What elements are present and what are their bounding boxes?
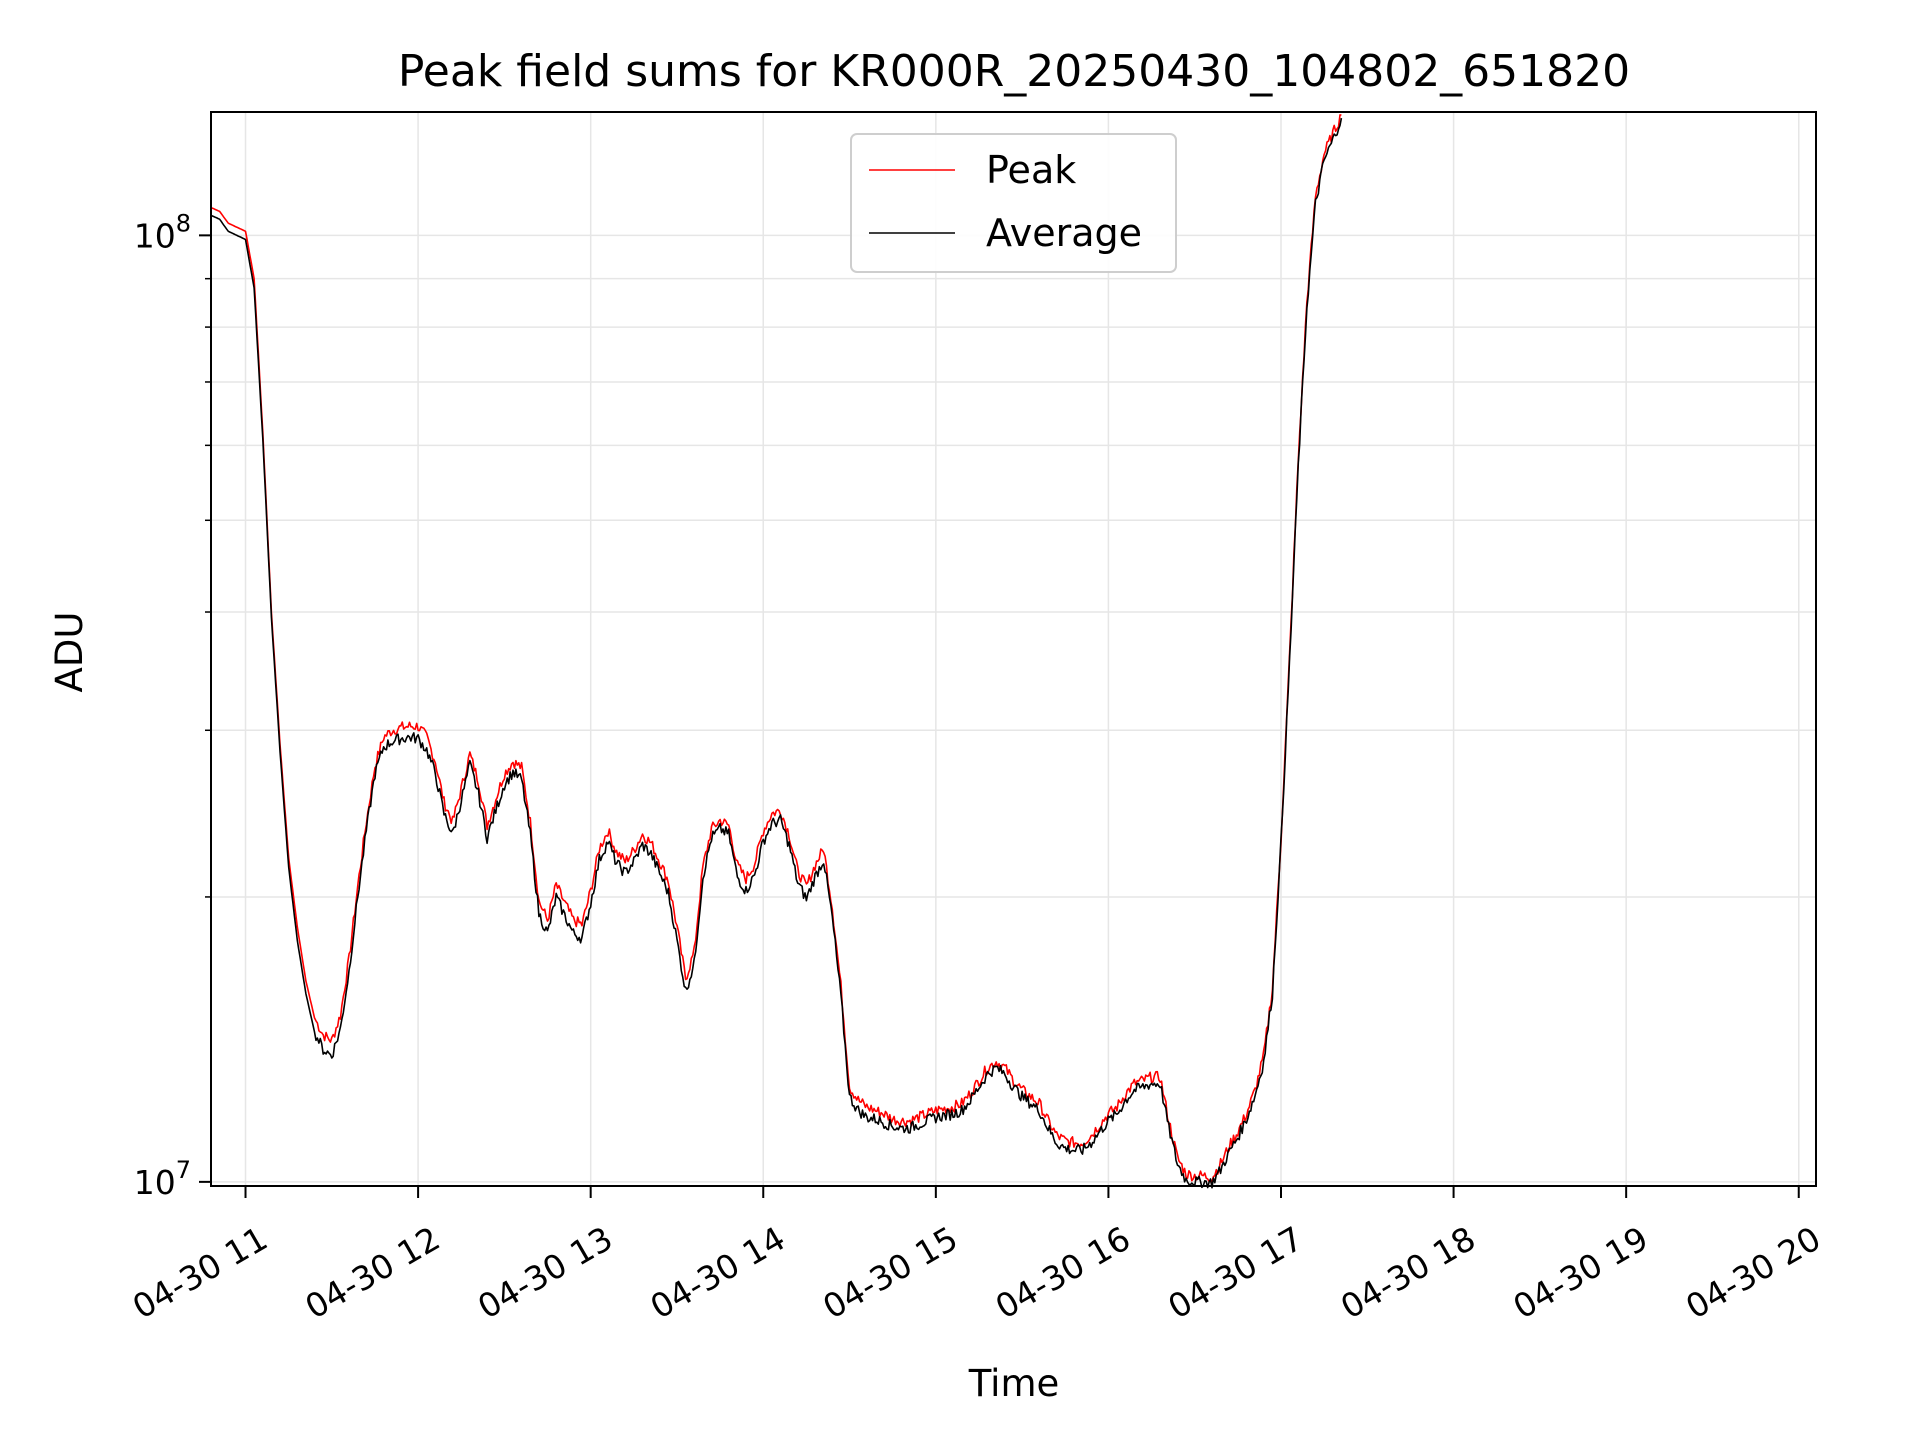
y-tick-base: 10 (134, 216, 176, 255)
y-tick-exponent: 7 (176, 1156, 191, 1184)
y-tick-exponent: 8 (176, 209, 191, 237)
y-tick-label: 108 (134, 209, 191, 255)
series-line-peak (210, 114, 1342, 1183)
legend: Peak Average (850, 133, 1177, 273)
x-axis-label: Time (968, 1362, 1060, 1405)
y-tick-label: 107 (134, 1156, 191, 1202)
grid (211, 112, 1816, 1186)
plot-series (210, 114, 1343, 1189)
legend-label-peak: Peak (986, 148, 1076, 192)
legend-box (850, 133, 1177, 273)
legend-label-average: Average (986, 211, 1142, 255)
y-tick-base: 10 (134, 1163, 176, 1202)
plot-area-frame (210, 111, 1817, 1187)
series-line-average (210, 117, 1343, 1189)
y-axis-label: ADU (48, 612, 91, 693)
chart-title: Peak field sums for KR000R_20250430_1048… (398, 46, 1630, 97)
